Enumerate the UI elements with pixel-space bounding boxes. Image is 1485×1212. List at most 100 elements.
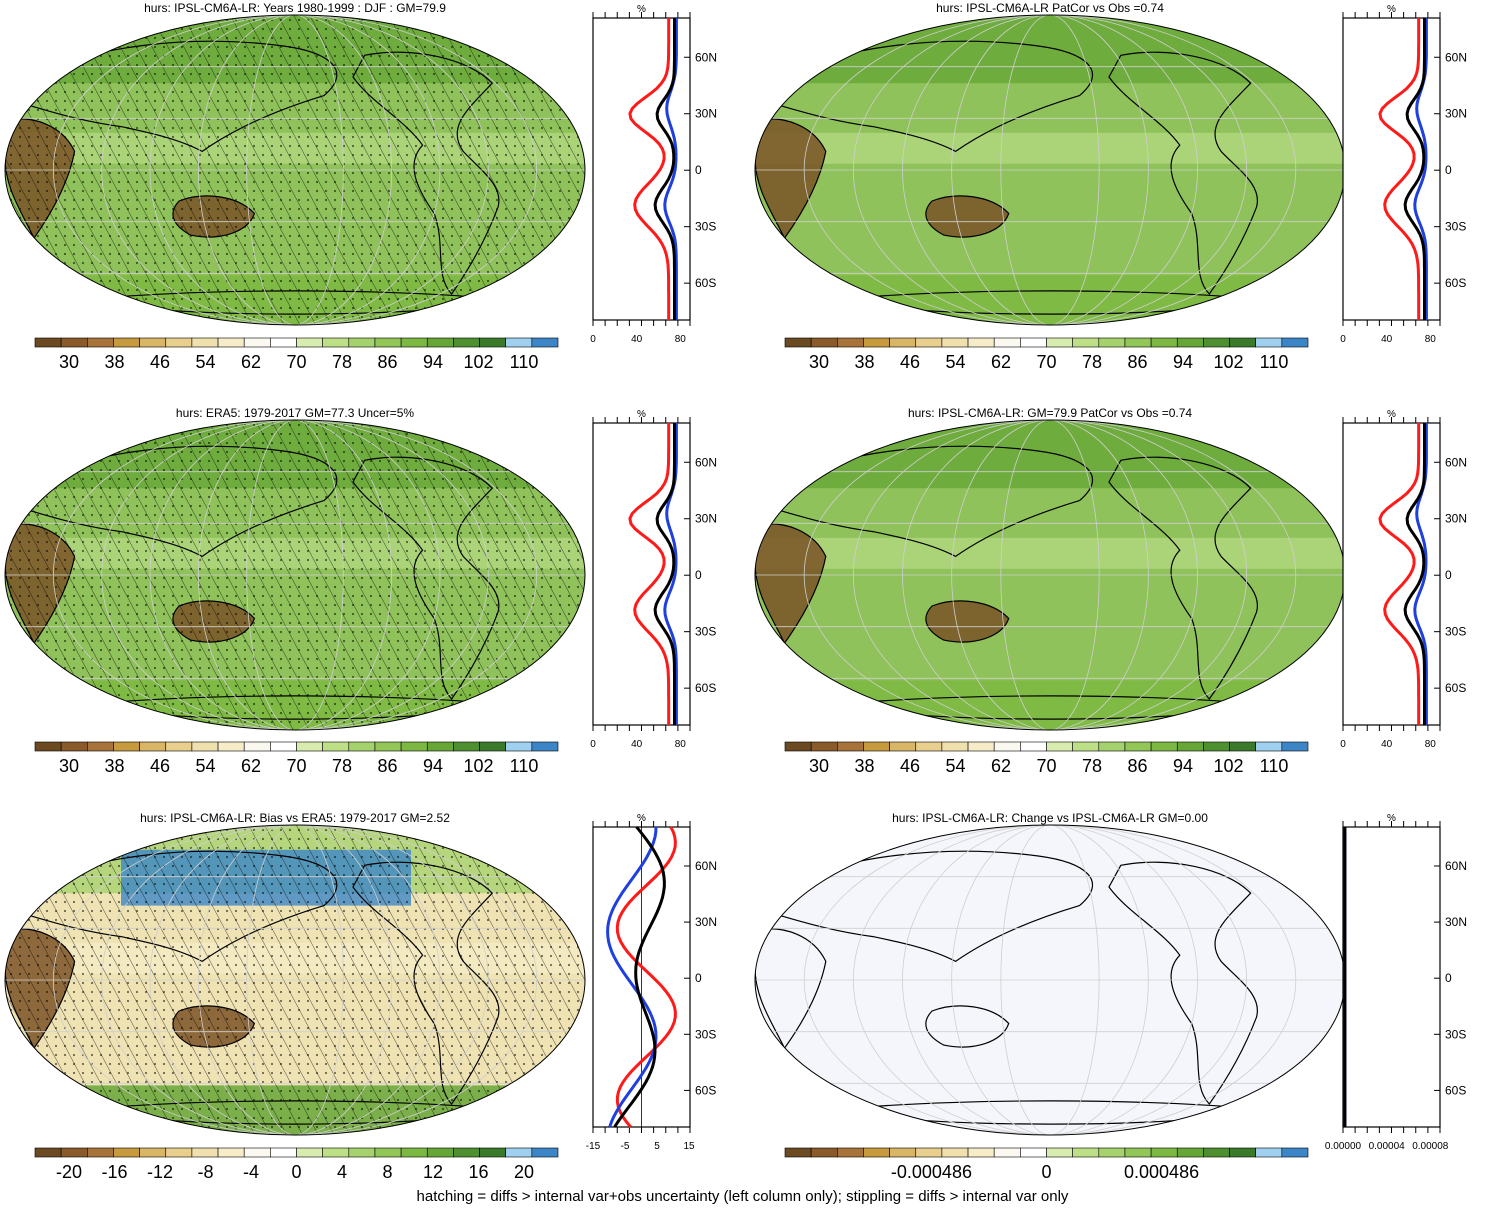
colorbar-swatch	[967, 741, 995, 752]
map-area	[755, 420, 1345, 730]
profile-xtick-label: 40	[631, 334, 643, 345]
map-title: hurs: IPSL-CM6A-LR: Bias vs ERA5: 1979-2…	[140, 811, 450, 825]
colorbar-tick-label: 94	[1173, 352, 1193, 372]
colorbar-swatch	[1072, 741, 1100, 752]
colorbar-tick-label: 30	[59, 756, 79, 776]
colorbar-swatch	[941, 1147, 969, 1158]
profile-unit: %	[637, 813, 646, 824]
profile-lat-label: 30N	[695, 107, 717, 121]
colorbar-tick-label: 20	[514, 1162, 534, 1182]
colorbar-swatch	[1229, 741, 1257, 752]
zonal-profile: % 60N 30N 0 30S 60S 0 40 80	[1340, 409, 1467, 750]
colorbar-tick-label: 54	[945, 352, 965, 372]
colorbar-tick-label: 86	[1127, 756, 1147, 776]
colorbar-tick-label: 16	[468, 1162, 488, 1182]
profile-xtick-label: 0	[590, 334, 596, 345]
map-band-south	[755, 275, 1345, 325]
colorbar-tick-label: 78	[1082, 756, 1102, 776]
colorbar-swatch	[1150, 1147, 1178, 1158]
colorbar-swatch	[400, 1147, 428, 1158]
graticule-lon	[246, 15, 344, 325]
colorbar-tick-label: 62	[241, 352, 261, 372]
profile-lat-label: 60S	[1445, 276, 1466, 290]
colorbar-swatch	[113, 337, 140, 348]
profile-lat-label: 30S	[1445, 1027, 1466, 1041]
colorbar-swatch	[1098, 337, 1126, 348]
map-outline	[4, 824, 586, 1136]
colorbar-swatch	[296, 337, 323, 348]
graticule-lon	[951, 420, 1149, 730]
colorbar-tick-label: 8	[382, 1162, 392, 1182]
profile-lat-label: 0	[695, 568, 702, 582]
colorbar-swatch	[941, 741, 969, 752]
graticule-lon	[246, 825, 344, 1135]
colorbar-swatch	[348, 1147, 376, 1158]
colorbar-swatch	[60, 741, 88, 752]
profile-xtick-label: 40	[1381, 334, 1393, 345]
colorbar-swatch	[165, 741, 193, 752]
graticule-lon	[197, 825, 393, 1135]
colorbar-swatch	[967, 337, 995, 348]
graticule-lon	[101, 420, 489, 730]
colorbar-swatch	[322, 337, 350, 348]
colorbar-swatch	[270, 1147, 297, 1158]
profile-line-model	[653, 423, 676, 725]
graticule-lon	[902, 825, 1198, 1135]
colorbar-swatch	[217, 337, 245, 348]
colorbar-tick-label: 46	[900, 756, 920, 776]
profile-line-obs	[628, 423, 671, 725]
colorbar-tick-label: -0.000486	[891, 1162, 972, 1182]
colorbar-swatch	[1046, 741, 1073, 752]
colorbar-tick-label: 62	[991, 756, 1011, 776]
profile-unit: %	[637, 4, 646, 15]
colorbar-tick-label: 30	[809, 756, 829, 776]
colorbar-swatch	[915, 1147, 943, 1158]
map-title: hurs: IPSL-CM6A-LR: Years 1980-1999 : DJ…	[144, 1, 446, 15]
colorbar-swatch	[479, 337, 506, 348]
panel-bias: hurs: IPSL-CM6A-LR: Bias vs ERA5: 1979-2…	[4, 811, 717, 1182]
colorbar-swatch	[87, 337, 114, 348]
graticule-lon	[149, 420, 441, 730]
colorbar-swatch	[191, 1147, 219, 1158]
continent-africa	[755, 928, 827, 1050]
profile-lat-label: 0	[1445, 971, 1452, 985]
colorbar-swatch	[863, 337, 890, 348]
colorbar-tick-label: 78	[1082, 352, 1102, 372]
colorbar-tick-label: 94	[423, 352, 443, 372]
profile-lat-label: 30S	[1445, 625, 1466, 639]
colorbar-swatch	[217, 741, 245, 752]
profile-line-obs	[628, 18, 671, 320]
colorbar-tick-label: 78	[332, 756, 352, 776]
colorbar-tick-label: 46	[150, 352, 170, 372]
colorbar-swatch	[60, 1147, 88, 1158]
colorbar-swatch	[322, 741, 350, 752]
profile-lat-label: 30S	[695, 220, 716, 234]
map-band-north	[755, 420, 1345, 489]
colorbar-swatch	[270, 741, 297, 752]
profile-lat-label: 0	[695, 163, 702, 177]
colorbar-swatch	[1020, 337, 1047, 348]
profile-xtick-label: 80	[675, 334, 687, 345]
colorbar-swatch	[453, 741, 480, 752]
continent-eurasia	[765, 445, 1093, 558]
profile-line-model	[1403, 18, 1426, 320]
colorbar-tick-label: 46	[900, 352, 920, 372]
colorbar-swatch	[784, 337, 812, 348]
profile-lat-label: 0	[1445, 568, 1452, 582]
colorbar-tick-label: 30	[809, 352, 829, 372]
profile-line-other	[606, 826, 658, 1128]
panel-model-patcor: hurs: IPSL-CM6A-LR PatCor vs Obs =0.74 30…	[754, 1, 1467, 372]
colorbar-swatch	[113, 1147, 140, 1158]
colorbar-swatch	[348, 741, 376, 752]
colorbar-swatch	[374, 741, 402, 752]
colorbar-swatch	[889, 337, 917, 348]
colorbar-swatch	[1176, 741, 1204, 752]
colorbar-swatch	[810, 1147, 838, 1158]
colorbar-swatch	[1255, 741, 1283, 752]
colorbar-swatch	[784, 741, 812, 752]
colorbar-swatch	[1098, 1147, 1126, 1158]
profile-xtick-label: 15	[683, 1141, 695, 1152]
profile-xtick-label: 80	[1425, 334, 1437, 345]
continent-eurasia	[765, 40, 1093, 153]
